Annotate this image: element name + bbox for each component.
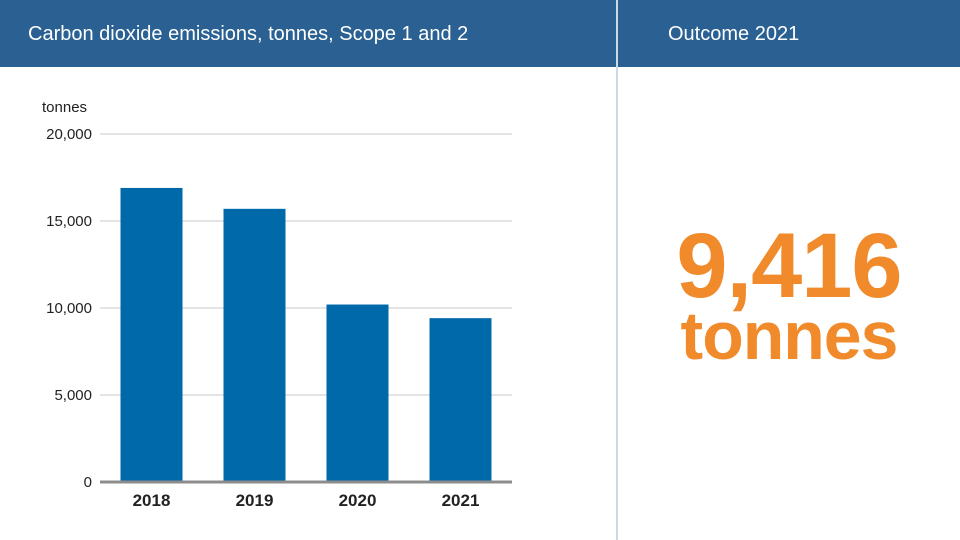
outcome-header: Outcome 2021 (618, 0, 960, 67)
panel-divider (616, 0, 618, 540)
x-tick-label: 2018 (133, 491, 171, 510)
y-tick-label: 0 (84, 474, 92, 491)
y-tick-label: 10,000 (46, 300, 92, 317)
y-tick-label: 15,000 (46, 213, 92, 230)
bar-2018 (120, 187, 183, 482)
outcome-value: 9,416 (676, 215, 902, 317)
bar-2020 (326, 304, 389, 482)
emissions-bar-chart: tonnes 0 5,000 10,000 15,000 20,000 2018 2019… (42, 99, 512, 510)
outcome-title: Outcome 2021 (668, 23, 800, 45)
chart-title: Carbon dioxide emissions, tonnes, Scope … (28, 23, 469, 45)
x-tick-label: 2021 (442, 491, 480, 510)
y-tick-label: 20,000 (46, 126, 92, 143)
x-tick-label: 2019 (236, 491, 274, 510)
bar-2021 (429, 318, 492, 482)
outcome-unit: tonnes (680, 298, 899, 374)
chart-header: Carbon dioxide emissions, tonnes, Scope … (0, 0, 616, 67)
y-axis-label: tonnes (42, 99, 87, 116)
y-tick-label: 5,000 (54, 387, 92, 404)
bar-2019 (223, 208, 286, 482)
x-tick-label: 2020 (339, 491, 377, 510)
